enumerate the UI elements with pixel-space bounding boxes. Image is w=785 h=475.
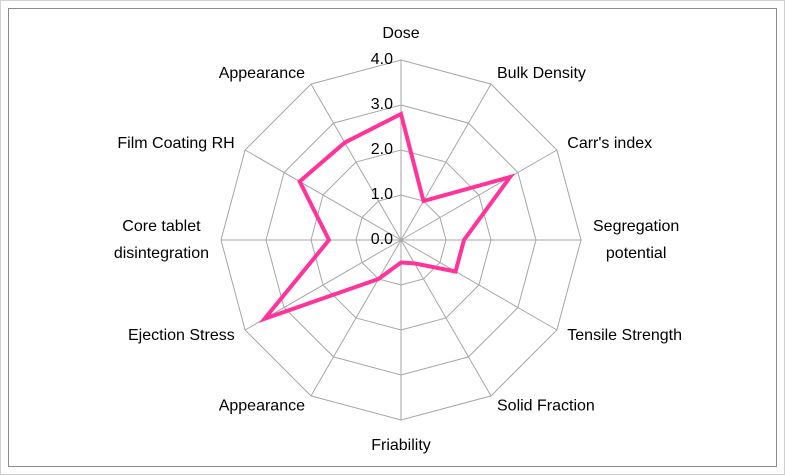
spoke — [400, 149, 558, 241]
spoke — [400, 239, 558, 331]
tick-label: 3.0 — [371, 96, 393, 113]
category-label: Segregation potential — [593, 218, 679, 262]
tick-label: 0.0 — [371, 231, 393, 248]
category-label: Appearance — [219, 397, 305, 414]
series-line — [258, 111, 516, 323]
category-label: Core tablet disintegration — [114, 218, 209, 262]
category-label: Ejection Stress — [128, 327, 235, 344]
chart-border — [8, 8, 777, 467]
category-label: Solid Fraction — [497, 397, 595, 414]
tick-label: 4.0 — [371, 51, 393, 68]
spoke — [310, 239, 402, 397]
spoke — [400, 83, 492, 241]
category-label: Dose — [382, 25, 419, 42]
category-label: Friability — [371, 437, 431, 454]
spoke — [400, 239, 492, 397]
tick-label: 1.0 — [371, 186, 393, 203]
spoke — [244, 149, 402, 241]
category-label: Tensile Strength — [567, 327, 682, 344]
category-label: Film Coating RH — [117, 135, 234, 152]
category-label: Appearance — [219, 65, 305, 82]
spoke — [310, 83, 402, 241]
tick-label: 2.0 — [371, 141, 393, 158]
category-label: Carr's index — [567, 135, 652, 152]
category-label: Bulk Density — [497, 65, 586, 82]
